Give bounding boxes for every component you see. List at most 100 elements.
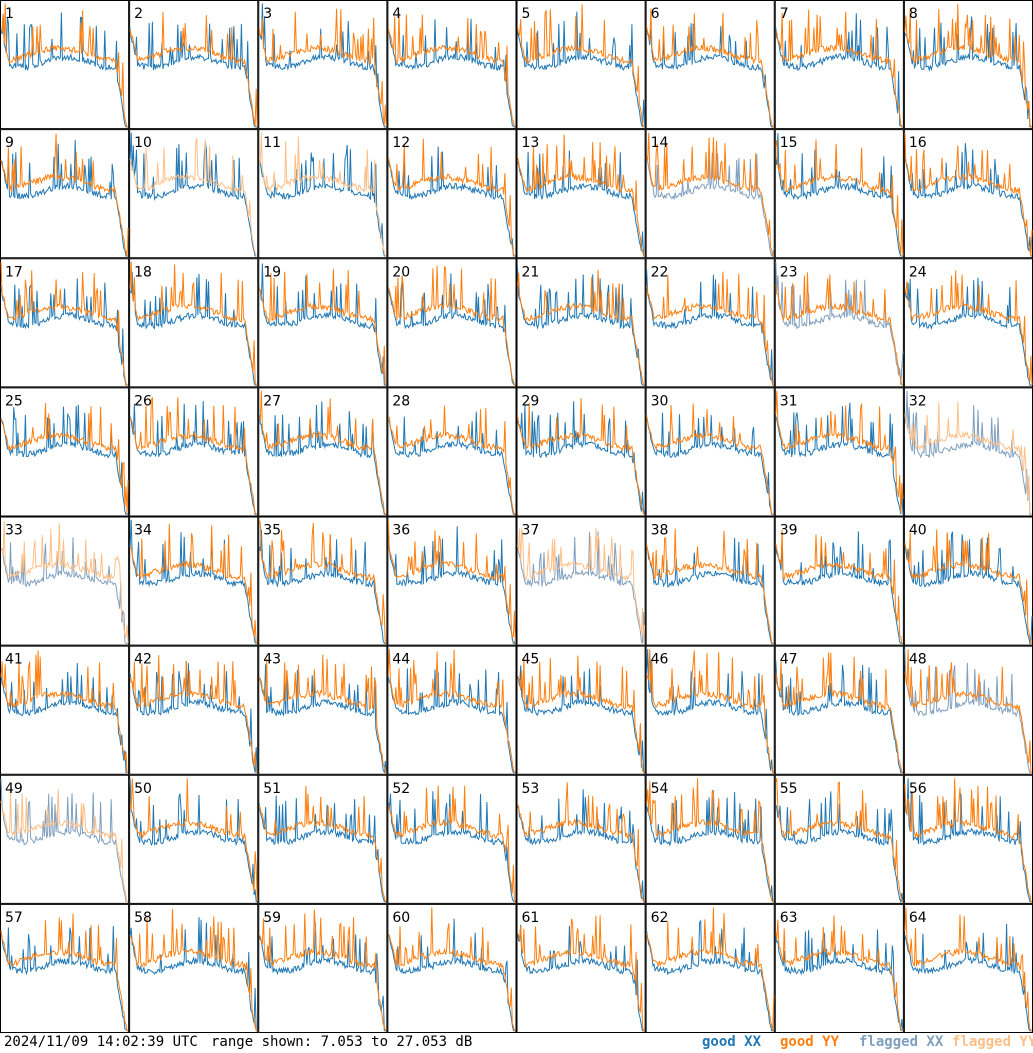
series-yy-37: [517, 528, 646, 643]
series-yy-17: [0, 261, 129, 386]
legend-good-yy: good YY: [780, 1034, 840, 1050]
tile-frame-46: [645, 645, 775, 775]
tile-label-59: 59: [263, 910, 281, 926]
range-shown: range shown: 7.053 to 27.053 dB: [211, 1034, 473, 1050]
series-xx-14: [646, 152, 775, 257]
tile-frame-19: [258, 258, 388, 388]
tile-label-32: 32: [909, 393, 927, 409]
tile-label-44: 44: [392, 652, 410, 668]
tile-label-23: 23: [780, 264, 798, 280]
series-yy-2: [129, 11, 258, 127]
tile-label-21: 21: [522, 264, 540, 280]
tile-label-14: 14: [651, 135, 669, 151]
series-yy-44: [387, 649, 516, 773]
series-yy-46: [646, 649, 774, 773]
tile-label-42: 42: [134, 652, 152, 668]
legend-good-xx: good XX: [702, 1034, 762, 1050]
series-xx-10: [129, 132, 258, 257]
tile-label-51: 51: [263, 781, 281, 797]
tile-frame-33: [0, 516, 130, 646]
tile-label-57: 57: [5, 910, 23, 926]
tile-label-11: 11: [263, 135, 281, 151]
series-yy-29: [517, 398, 645, 515]
series-xx-48: [904, 649, 1032, 773]
series-yy-26: [129, 396, 258, 515]
series-yy-45: [517, 655, 645, 773]
series-yy-54: [646, 778, 774, 903]
tile-label-49: 49: [5, 781, 23, 797]
tile-label-4: 4: [392, 6, 401, 22]
tile-frame-23: [774, 258, 904, 388]
tile-label-50: 50: [134, 781, 152, 797]
series-xx-7: [775, 13, 903, 128]
series-xx-18: [129, 271, 258, 386]
series-yy-23: [775, 272, 904, 386]
series-xx-31: [775, 402, 904, 515]
series-xx-61: [517, 924, 645, 1032]
series-yy-42: [129, 655, 258, 773]
series-xx-41: [0, 663, 129, 773]
tile-label-60: 60: [392, 910, 410, 926]
series-xx-52: [387, 791, 516, 903]
series-xx-13: [517, 150, 645, 257]
series-yy-22: [646, 271, 774, 386]
tile-frame-63: [774, 903, 904, 1033]
series-yy-50: [129, 778, 258, 902]
tile-label-37: 37: [522, 523, 540, 539]
series-yy-15: [775, 139, 904, 257]
series-yy-3: [258, 8, 387, 127]
tile-frame-16: [903, 129, 1033, 259]
series-yy-43: [258, 654, 387, 773]
tile-label-35: 35: [263, 523, 281, 539]
series-xx-29: [517, 401, 646, 515]
tile-frame-20: [387, 258, 517, 388]
series-yy-60: [388, 907, 516, 1032]
series-xx-46: [646, 649, 774, 773]
series-yy-49: [0, 789, 129, 903]
series-yy-33: [0, 521, 129, 644]
tile-label-45: 45: [522, 652, 540, 668]
series-xx-17: [0, 278, 129, 386]
series-xx-5: [517, 11, 646, 128]
tile-frame-15: [774, 129, 904, 259]
legend-flagged-yy: flagged YY: [952, 1034, 1033, 1050]
series-xx-60: [387, 918, 516, 1032]
tile-label-9: 9: [5, 135, 14, 151]
tile-frame-4: [387, 0, 517, 130]
tile-frame-10: [129, 129, 259, 259]
series-xx-28: [388, 411, 516, 515]
tile-label-64: 64: [909, 910, 927, 926]
tile-label-15: 15: [780, 135, 798, 151]
series-yy-16: [904, 132, 1033, 257]
series-xx-22: [646, 269, 774, 386]
series-xx-62: [646, 919, 774, 1032]
tile-frame-40: [903, 516, 1033, 646]
tile-label-48: 48: [909, 652, 927, 668]
tile-label-7: 7: [780, 6, 789, 22]
series-xx-15: [775, 133, 903, 257]
series-xx-12: [387, 146, 516, 257]
series-yy-53: [517, 782, 645, 903]
series-yy-40: [904, 529, 1032, 644]
series-xx-38: [646, 537, 774, 644]
tile-label-3: 3: [263, 6, 272, 22]
series-xx-54: [646, 790, 774, 903]
series-yy-6: [646, 8, 774, 128]
series-yy-18: [129, 261, 258, 386]
tile-label-19: 19: [263, 264, 281, 280]
series-yy-57: [0, 913, 129, 1032]
tile-label-61: 61: [522, 910, 540, 926]
tile-label-38: 38: [651, 523, 669, 539]
series-xx-1: [0, 12, 129, 128]
series-yy-14: [646, 132, 774, 257]
series-xx-49: [0, 778, 129, 903]
tile-frame-52: [387, 774, 517, 904]
legend-flagged-xx: flagged XX: [859, 1034, 944, 1050]
series-yy-32: [904, 401, 1032, 515]
series-xx-55: [775, 791, 904, 904]
series-yy-36: [387, 519, 516, 644]
series-yy-27: [258, 390, 387, 515]
tile-frame-44: [387, 645, 517, 775]
tile-label-36: 36: [392, 523, 410, 539]
series-yy-47: [775, 652, 904, 773]
